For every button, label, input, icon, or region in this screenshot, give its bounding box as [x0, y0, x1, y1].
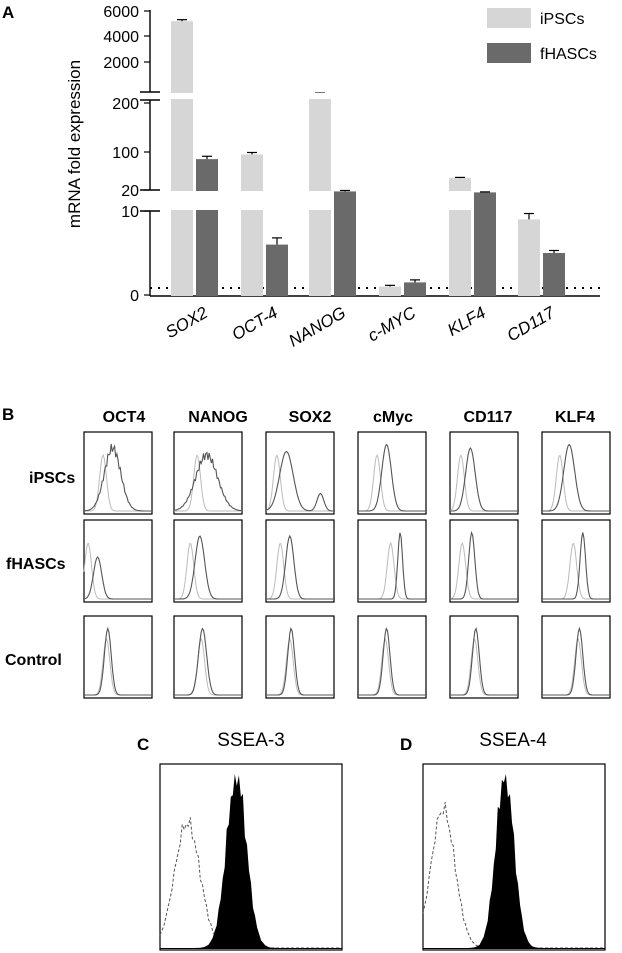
stained-histogram-curve — [450, 530, 518, 600]
panel-d-control-histogram — [422, 802, 605, 949]
legend-swatch-fhascs — [487, 43, 531, 63]
row-header: Control — [5, 652, 62, 669]
panel-c-title: SSEA-3 — [217, 730, 285, 751]
stained-histogram-curve — [83, 443, 152, 512]
y-ticks — [144, 10, 150, 296]
stained-histogram-curve — [266, 627, 334, 696]
axis-break-gap — [170, 93, 194, 99]
y-tick-label: 100 — [112, 145, 139, 162]
stained-histogram-curve — [358, 532, 426, 600]
x-tick-label: KLF4 — [444, 303, 489, 340]
panel-d-stained-histogram — [423, 774, 605, 949]
x-tick-label: SOX2 — [162, 303, 211, 342]
x-tick-label: CD117 — [504, 303, 559, 346]
flow-histogram-frame — [449, 431, 519, 515]
axis-break-gap — [195, 191, 219, 210]
flow-histogram-frame — [449, 615, 519, 699]
stained-histogram-curve — [542, 443, 610, 512]
stained-histogram-curve — [266, 534, 334, 600]
panel-c-letter: C — [137, 735, 149, 754]
row-header: fHASCs — [6, 556, 66, 573]
panel-d-title: SSEA-4 — [479, 730, 547, 751]
flow-histogram-frame — [265, 431, 335, 515]
stained-histogram-curve — [450, 627, 518, 696]
bar-ipscs-c-myc — [379, 286, 401, 296]
bar-fhascs-cd117 — [543, 253, 565, 296]
stained-histogram-curve — [542, 626, 610, 696]
flow-histogram-frame — [173, 519, 243, 603]
stained-histogram-curve — [174, 627, 242, 696]
flow-histogram-frame — [83, 431, 153, 515]
flow-histogram-frame — [173, 431, 243, 515]
isotype-control-curve — [174, 454, 242, 512]
flow-histogram-frame — [265, 615, 335, 699]
bar-ipscs-cd117 — [518, 219, 540, 296]
stained-histogram-curve — [83, 556, 152, 600]
legend: iPSCs fHASCs — [487, 8, 597, 63]
flow-histogram-frame — [83, 615, 153, 699]
panel-d-letter: D — [400, 735, 412, 754]
column-header: CD117 — [464, 409, 513, 426]
x-tick-label: c-MYC — [365, 303, 420, 346]
y-tick-label: 0 — [130, 288, 139, 305]
panel-b-letter: B — [2, 405, 14, 424]
flow-histogram-frame — [265, 519, 335, 603]
y-tick-label: 10 — [121, 204, 139, 221]
y-tick-label: 4000 — [103, 29, 139, 46]
panel-c-stained-histogram — [160, 774, 342, 949]
x-tick-labels: SOX2 OCT-4 NANOG c-MYC KLF4 CD117 — [162, 303, 558, 351]
legend-swatch-ipscs — [487, 8, 531, 28]
bar-fhascs-c-myc — [404, 282, 426, 296]
stained-histogram-curve — [84, 626, 152, 696]
flow-histogram-frame — [357, 519, 427, 603]
axis-break-gap — [240, 191, 264, 210]
axis-break-gap — [308, 93, 332, 99]
stained-histogram-curve — [174, 535, 242, 600]
y-tick-label: 20 — [121, 183, 139, 200]
axis-break-gap — [448, 191, 472, 210]
flow-histogram-grid — [83, 431, 611, 699]
bars — [170, 19, 565, 296]
axis-break-gap — [308, 191, 332, 210]
stained-histogram-curve — [450, 446, 518, 512]
stained-histogram-curve — [265, 450, 334, 512]
panel-a-letter: A — [2, 3, 14, 22]
column-header: cMyc — [373, 409, 413, 426]
y-tick-label: 200 — [112, 96, 139, 113]
bar-fhascs-nanog — [334, 191, 356, 296]
isotype-control-curve — [265, 454, 334, 512]
y-tick-label: 6000 — [103, 4, 139, 21]
legend-label-ipscs: iPSCs — [540, 11, 584, 28]
stained-histogram-curve — [358, 627, 426, 696]
row-header: iPSCs — [29, 470, 75, 487]
bar-ipscs-sox2 — [171, 21, 193, 296]
column-header: SOX2 — [289, 409, 332, 426]
flow-histogram-frame — [541, 431, 611, 515]
flow-histogram-frame — [449, 519, 519, 603]
legend-label-fhascs: fHASCs — [540, 46, 597, 63]
column-header: NANOG — [188, 409, 248, 426]
stained-histogram-curve — [358, 443, 426, 512]
x-tick-label: OCT-4 — [229, 303, 281, 344]
flow-column-headers: OCT4 NANOG SOX2 cMyc CD117 KLF4 — [103, 409, 595, 426]
bar-fhascs-sox2 — [196, 159, 218, 296]
bar-ipscs-oct-4 — [241, 154, 263, 296]
column-header: OCT4 — [103, 409, 146, 426]
bar-fhascs-klf4 — [474, 192, 496, 296]
column-header: KLF4 — [555, 409, 595, 426]
y-tick-label: 2000 — [103, 55, 139, 72]
y-axis-label: mRNA fold expression — [65, 60, 84, 228]
axis-break-gap — [170, 191, 194, 210]
flow-histogram-frame — [173, 615, 243, 699]
stained-histogram-curve — [173, 451, 243, 512]
bar-fhascs-oct-4 — [266, 244, 288, 296]
flow-row-headers: iPSCs fHASCs Control — [5, 470, 75, 669]
stained-histogram-curve — [542, 532, 610, 600]
y-tick-labels: 6000 4000 2000 200 100 20 10 0 — [103, 4, 139, 305]
flow-histogram-frame — [357, 615, 427, 699]
x-tick-label: NANOG — [286, 303, 349, 351]
